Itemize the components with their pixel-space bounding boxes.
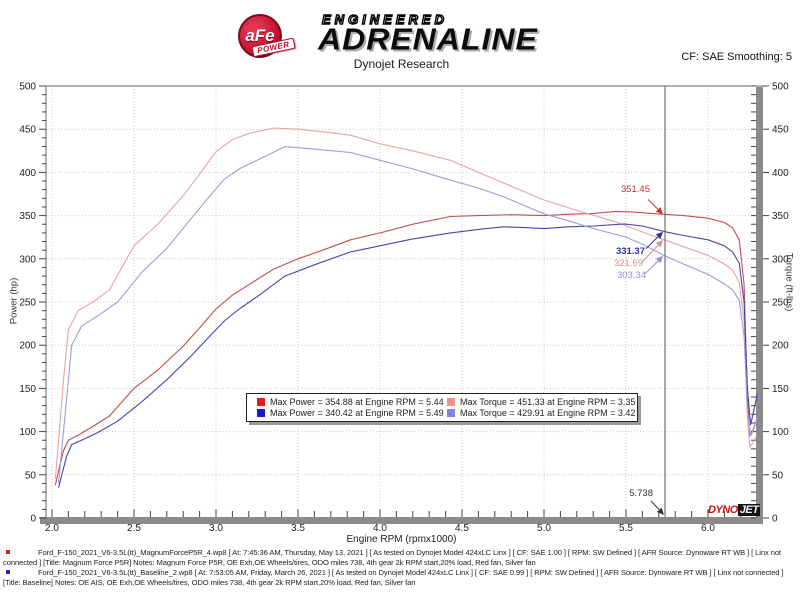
right-axis-bar (756, 87, 763, 524)
legend-box: Max Power = 354.88 at Engine RPM = 5.44 … (246, 393, 638, 422)
magnum-force-p5r-torque-curve (54, 127, 757, 480)
baseline-torque-curve (58, 146, 758, 484)
annotation-arrow-line (644, 260, 659, 275)
baseline-torque-swatch (447, 409, 455, 417)
annotation-arrowhead (655, 240, 664, 248)
run-info-line: Ford_F-150_2021_V6-3.5L(tt)_MagnumForceP… (38, 548, 781, 557)
annotation-arrowhead (655, 255, 664, 264)
torque-tick-label: 350 (772, 211, 789, 222)
rpm-tick-label: 2.0 (45, 523, 59, 534)
legend-label: Max Power = 340.42 at Engine RPM = 5.49 (270, 408, 444, 418)
run-info-footer: Ford_F-150_2021_V6-3.5L(tt)_MagnumForceP… (0, 548, 800, 588)
dynojet-watermark-dyno: DYNO (708, 504, 738, 516)
torque-tick-label: 200 (772, 341, 789, 352)
torque-tick-label: 500 (772, 82, 789, 93)
annotation-arrow-line (645, 236, 659, 250)
power-tick-label: 350 (19, 211, 36, 222)
annotation-arrow-line (647, 198, 659, 210)
annotation-arrow-line (650, 500, 660, 511)
power-tick-label: 50 (25, 470, 37, 481)
annotation-cursor-rpm: 5.738 (629, 488, 653, 499)
rpm-tick-label: 5.5 (619, 523, 633, 534)
annotation-baseline-torque-value: 303.34 (616, 270, 646, 281)
rpm-tick-label: 5.0 (537, 523, 551, 534)
dynojet-watermark-jet: JET (737, 504, 761, 516)
power-tick-label: 300 (19, 254, 36, 265)
torque-tick-label: 300 (772, 254, 789, 265)
annotation-magnum-torque-value: 321.69 (613, 258, 643, 269)
power-tick-label: 100 (19, 427, 36, 438)
legend-label: Max Power = 354.88 at Engine RPM = 5.44 (270, 397, 444, 407)
power-tick-label: 500 (19, 82, 36, 93)
magnum-torque-swatch (447, 398, 455, 406)
torque-axis-title: Torque (ft-lbs) (783, 252, 795, 312)
rpm-tick-label: 6.0 (701, 523, 715, 534)
legend-item-magnum-torque: Max Torque = 451.33 at Engine RPM = 3.35 (447, 397, 635, 407)
magnum-force-p5r-power-curve (54, 210, 757, 486)
legend-label: Max Torque = 451.33 at Engine RPM = 3.35 (460, 397, 636, 407)
report-title: Dynojet Research (353, 57, 450, 71)
legend-item-baseline-power: Max Power = 340.42 at Engine RPM = 5.49 (257, 408, 447, 418)
power-tick-label: 200 (19, 341, 36, 352)
logo-adrenaline-text: ADRENALINE (318, 21, 538, 57)
annotation-magnum-power-value: 351.45 (620, 184, 650, 195)
power-tick-label: 450 (19, 125, 36, 136)
baseline-power-curve (58, 223, 758, 488)
rpm-tick-label: 3.5 (291, 523, 305, 534)
annotation-arrowhead (655, 231, 664, 239)
power-tick-label: 150 (19, 384, 36, 395)
run-info-line: [Title: Baseline] Notes: OE AIS, OE Exh,… (3, 577, 416, 587)
annotation-baseline-power-value: 331.37 (615, 246, 645, 257)
annotation-arrow-line (641, 244, 659, 263)
legend-item-magnum-power: Max Power = 354.88 at Engine RPM = 5.44 (257, 397, 447, 407)
run-info-line: Ford_F-150_2021_V6-3.5L(tt)_Baseline_2.w… (38, 568, 784, 578)
power-tick-label: 250 (19, 298, 36, 309)
power-tick-label: 0 (30, 514, 36, 525)
rpm-axis-title: Engine RPM (rpmx1000) (346, 534, 457, 545)
rpm-tick-label: 3.0 (209, 523, 223, 534)
correction-smoothing-label: CF: SAE Smoothing: 5 (681, 51, 792, 63)
legend-item-baseline-torque: Max Torque = 429.91 at Engine RPM = 3.42 (447, 408, 635, 418)
torque-tick-label: 250 (772, 298, 789, 309)
torque-tick-label: 0 (772, 514, 778, 525)
afe-badge-text: aFe (245, 26, 275, 45)
torque-tick-label: 100 (772, 427, 789, 438)
magnum-power-swatch (257, 398, 265, 406)
bottom-axis-bar (40, 517, 763, 524)
run-info-magnum: Ford_F-150_2021_V6-3.5L(tt)_MagnumForceP… (0, 548, 800, 567)
run-info-baseline: Ford_F-150_2021_V6-3.5L(tt)_Baseline_2.w… (0, 568, 800, 587)
run-bullet-icon (6, 550, 10, 554)
run-bullet-icon (6, 570, 10, 575)
rpm-tick-label: 4.0 (373, 523, 387, 534)
annotation-arrowhead (656, 507, 665, 515)
legend-label: Max Torque = 429.91 at Engine RPM = 3.42 (460, 408, 636, 418)
dynojet-watermark: DYNO JET (708, 504, 761, 516)
baseline-power-swatch (257, 409, 265, 417)
rpm-tick-label: 4.5 (455, 523, 469, 534)
power-axis-title: Power (hp) (8, 277, 20, 325)
torque-tick-label: 150 (772, 384, 789, 395)
annotation-arrowhead (655, 207, 664, 215)
torque-tick-label: 400 (772, 168, 789, 179)
torque-tick-label: 450 (772, 125, 789, 136)
power-tick-label: 400 (19, 168, 36, 179)
torque-tick-label: 50 (772, 470, 784, 481)
logo-engineered-text: ENGINEERED (321, 11, 448, 27)
run-info-line: connected ] [Title: Magnum Force P5R] No… (3, 557, 536, 567)
rpm-tick-label: 2.5 (127, 523, 141, 534)
